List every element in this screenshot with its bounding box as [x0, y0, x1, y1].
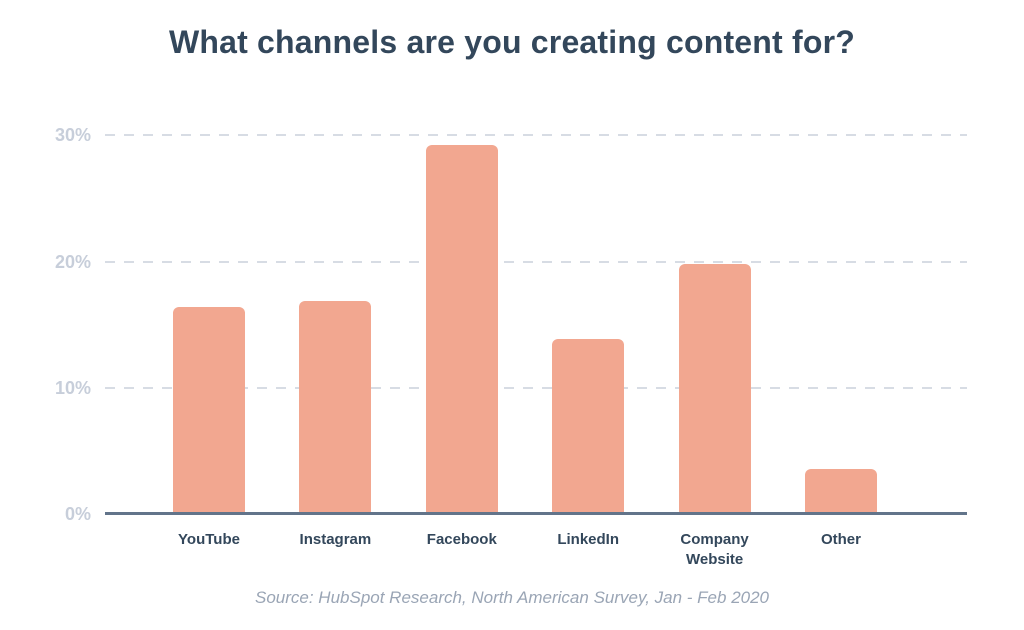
x-label-youtube: YouTube	[178, 531, 240, 548]
x-label-other: Other	[820, 531, 861, 548]
bar-youtube	[173, 307, 245, 514]
x-label-facebook: Facebook	[426, 531, 497, 548]
bar-company-website	[678, 264, 751, 514]
bar-instagram	[299, 300, 372, 514]
plot-area: 0% 10% 20% 30% YouTube Instagram Facebook Linke…	[55, 100, 967, 568]
gridline-20	[105, 260, 967, 263]
x-label-linkedin: LinkedIn	[557, 531, 620, 548]
gridline-30	[105, 134, 967, 137]
x-label-instagram: Instagram	[299, 531, 372, 548]
chart-title: What channels are you creating content f…	[168, 24, 856, 60]
y-tick-label-10: 10%	[54, 377, 91, 398]
bar-linkedin	[552, 338, 625, 514]
source-caption: Source: HubSpot Research, North American…	[254, 588, 770, 607]
bar-facebook	[425, 145, 498, 514]
gridline-10	[105, 386, 967, 389]
x-label-company-website: Company Website	[680, 531, 749, 568]
y-tick-label-20: 20%	[54, 251, 91, 272]
bar-other	[805, 468, 877, 514]
y-tick-label-0: 0%	[64, 504, 91, 524]
x-axis-line	[105, 512, 967, 515]
y-tick-label-30: 30%	[54, 125, 91, 146]
